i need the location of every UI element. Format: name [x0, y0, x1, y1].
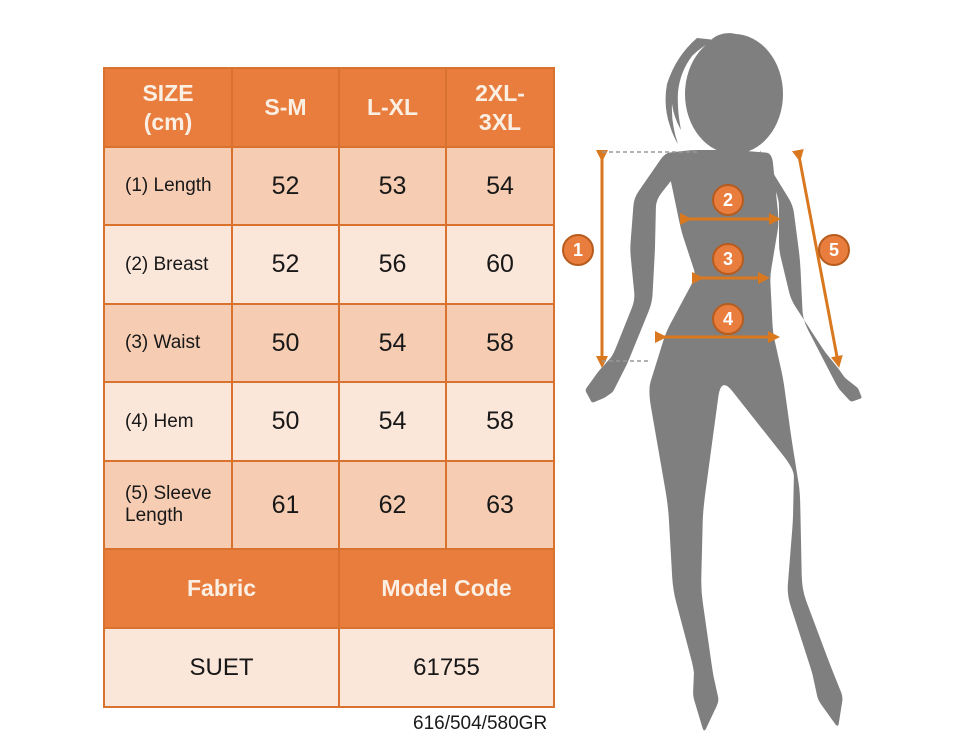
svg-text:5: 5 — [829, 240, 839, 260]
svg-text:2: 2 — [723, 190, 733, 210]
svg-text:1: 1 — [573, 240, 583, 260]
svg-text:3: 3 — [723, 249, 733, 269]
svg-text:4: 4 — [723, 309, 733, 329]
